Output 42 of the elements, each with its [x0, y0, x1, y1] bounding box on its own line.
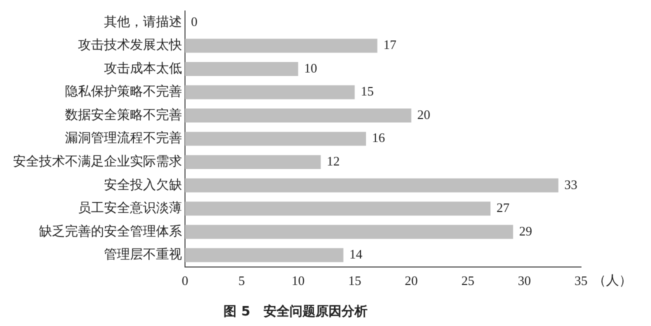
- bar: [185, 62, 298, 76]
- bar: [185, 248, 344, 262]
- y-tick-label: 攻击成本太低: [104, 60, 182, 76]
- data-label: 33: [564, 176, 578, 192]
- bar: [185, 178, 558, 192]
- x-tick-label: 10: [292, 273, 305, 288]
- bar: [185, 224, 514, 239]
- y-tick-label: 隐私保护策略不完善: [65, 84, 182, 99]
- x-tick-label: 5: [238, 273, 245, 288]
- bar: [185, 155, 321, 170]
- y-tick-label: 安全技术不满足企业实际需求: [13, 153, 182, 168]
- bar: [185, 38, 378, 53]
- y-tick-label: 缺乏完善的安全管理体系: [39, 223, 182, 238]
- x-tick-label: 25: [461, 273, 474, 288]
- y-tick-label: 员工安全意识淡薄: [78, 200, 182, 216]
- data-label: 14: [349, 246, 363, 262]
- data-label: 27: [496, 200, 510, 216]
- x-tick-label: 20: [404, 273, 418, 288]
- data-label: 17: [383, 37, 397, 52]
- x-axis-title: （人）: [593, 272, 632, 288]
- data-label: 12: [326, 153, 340, 168]
- data-label: 16: [372, 130, 386, 146]
- x-tick-label: 0: [182, 273, 188, 288]
- y-tick-label: 安全投入欠缺: [104, 176, 182, 192]
- x-tick-label: 35: [574, 273, 588, 288]
- bar: [185, 108, 412, 123]
- text: 图 5 安全问题原因分析: [224, 304, 368, 320]
- data-label: 0: [191, 14, 198, 29]
- data-label: 15: [360, 84, 374, 99]
- bar: [185, 202, 490, 216]
- data-label: 20: [417, 106, 430, 122]
- y-tick-label: 漏洞管理流程不完善: [65, 130, 182, 146]
- y-tick-label: 攻击技术发展太快: [78, 37, 182, 52]
- data-label: 29: [519, 223, 532, 238]
- y-tick-label: 其他，请描述: [104, 14, 182, 29]
- bar: [185, 85, 355, 100]
- x-tick-label: 15: [348, 273, 362, 288]
- y-tick-label: 数据安全策略不完善: [65, 106, 182, 122]
- bar: [185, 132, 366, 146]
- data-label: 10: [304, 60, 318, 76]
- y-tick-label: 管理层不重视: [104, 246, 182, 262]
- x-tick-label: 30: [518, 273, 531, 288]
